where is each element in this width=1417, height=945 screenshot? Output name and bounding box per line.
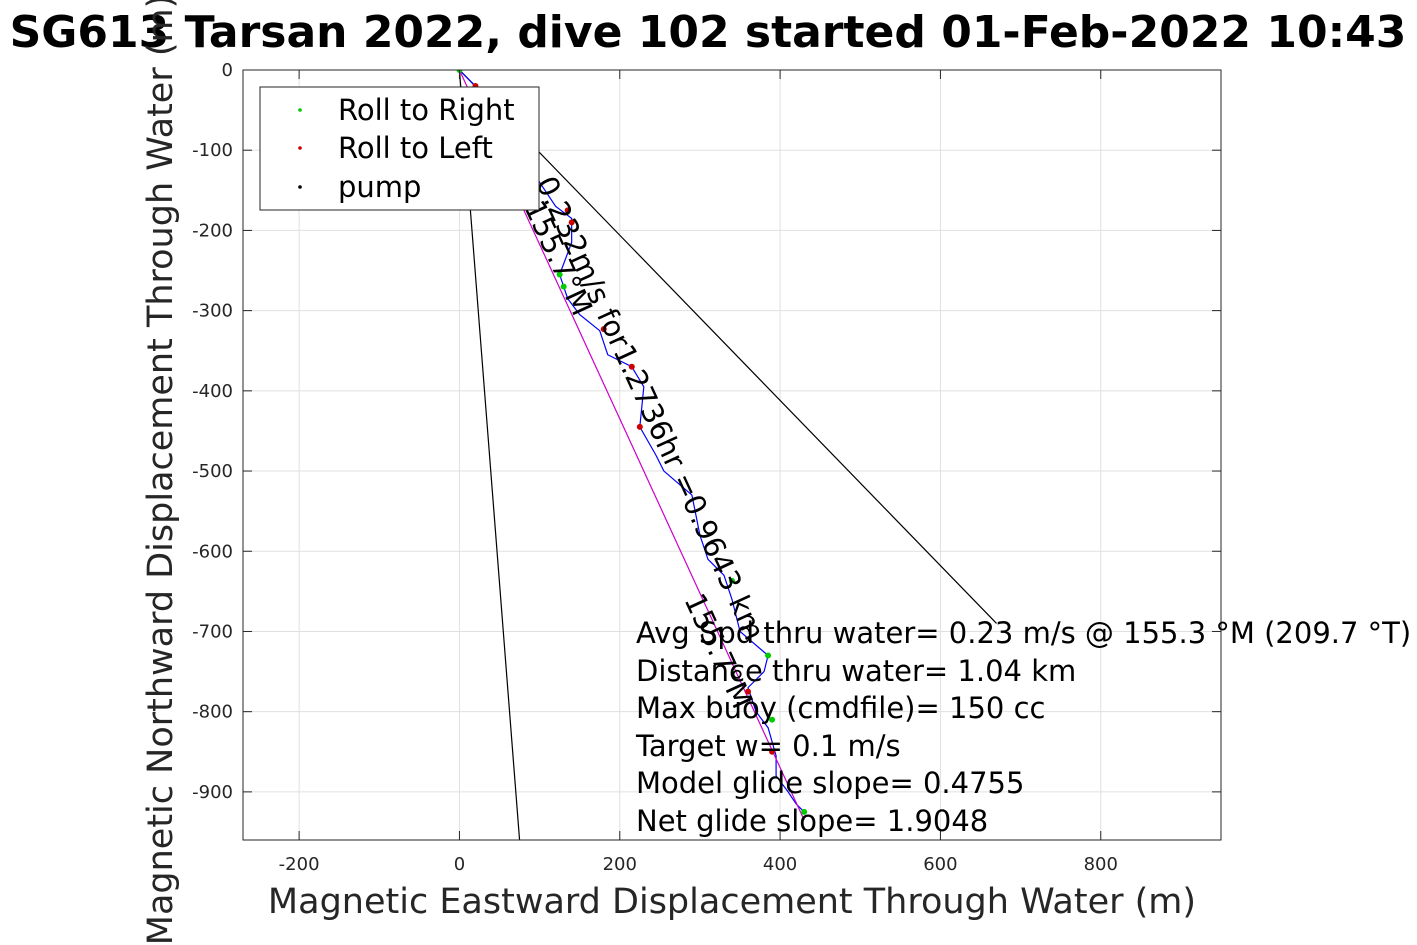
y-tick-label: -300 bbox=[192, 301, 233, 322]
y-tick-label: 0 bbox=[222, 60, 233, 81]
legend-label-roll-right: Roll to Right bbox=[338, 93, 515, 127]
roll-right-point bbox=[729, 577, 735, 584]
x-axis-label: Magnetic Eastward Displacement Through W… bbox=[268, 882, 1196, 922]
roll-left-point bbox=[769, 748, 776, 755]
roll-markers bbox=[456, 70, 808, 815]
roll-right-point bbox=[801, 808, 808, 815]
annotation-max-buoy: Max buoy (cmdfile)= 150 cc bbox=[636, 691, 1045, 725]
roll-left-point bbox=[600, 326, 607, 333]
y-axis-label: Magnetic Northward Displacement Through … bbox=[141, 0, 181, 945]
bracket-line bbox=[459, 70, 997, 624]
y-tick-label: -900 bbox=[192, 782, 233, 803]
legend-marker-pump bbox=[298, 185, 302, 189]
y-tick-label: -700 bbox=[192, 621, 233, 642]
y-tick-label: -100 bbox=[192, 140, 233, 161]
y-tick-label: -500 bbox=[192, 461, 233, 482]
roll-left-point bbox=[636, 423, 643, 430]
series-line-track bbox=[459, 70, 805, 813]
y-tick-label: -200 bbox=[192, 220, 233, 241]
roll-left-point bbox=[564, 207, 571, 214]
roll-left-point bbox=[628, 363, 635, 370]
annotation-distance: Distance thru water= 1.04 km bbox=[636, 654, 1076, 688]
x-tick-label: 600 bbox=[923, 854, 957, 875]
annotation-model-glide: Model glide slope= 0.4755 bbox=[636, 766, 1024, 800]
roll-right-point bbox=[560, 283, 567, 290]
roll-right-point bbox=[765, 652, 772, 659]
x-tick-label: 400 bbox=[763, 854, 797, 875]
annotation-avg-speed: Avg Spd thru water= 0.23 m/s @ 155.3 °M … bbox=[636, 616, 1411, 650]
roll-left-point bbox=[745, 688, 752, 695]
y-tick-label: -400 bbox=[192, 381, 233, 402]
x-tick-label: -200 bbox=[279, 854, 320, 875]
roll-left-point bbox=[568, 219, 575, 226]
tick-labels: -200 0 200 400 600 800 0 -100 -200 -300 -400 -500 -6… bbox=[192, 60, 1118, 875]
legend-box bbox=[259, 86, 540, 211]
x-tick-label: 800 bbox=[1084, 854, 1118, 875]
y-tick-label: -800 bbox=[192, 702, 233, 723]
legend-marker-roll-right bbox=[298, 108, 302, 112]
annotation-net-glide: Net glide slope= 1.9048 bbox=[636, 804, 988, 838]
chart-title: SG613 Tarsan 2022, dive 102 started 01-F… bbox=[10, 7, 1407, 58]
stats-annotations: Avg Spd thru water= 0.23 m/s @ 155.3 °M … bbox=[635, 616, 1411, 838]
roll-right-point bbox=[556, 271, 563, 278]
axes-box bbox=[242, 69, 1222, 841]
legend-label-roll-left: Roll to Left bbox=[338, 131, 493, 165]
x-tick-label: 0 bbox=[454, 854, 465, 875]
x-tick-label: 200 bbox=[603, 854, 637, 875]
y-tick-label: -600 bbox=[192, 541, 233, 562]
legend-label-pump: pump bbox=[338, 170, 421, 204]
annotation-target-w: Target w= 0.1 m/s bbox=[635, 729, 901, 763]
legend: Roll to Right Roll to Left pump bbox=[259, 86, 540, 211]
axis-ticks bbox=[243, 69, 1221, 840]
roll-right-point bbox=[769, 716, 776, 723]
legend-marker-roll-left bbox=[298, 146, 302, 150]
